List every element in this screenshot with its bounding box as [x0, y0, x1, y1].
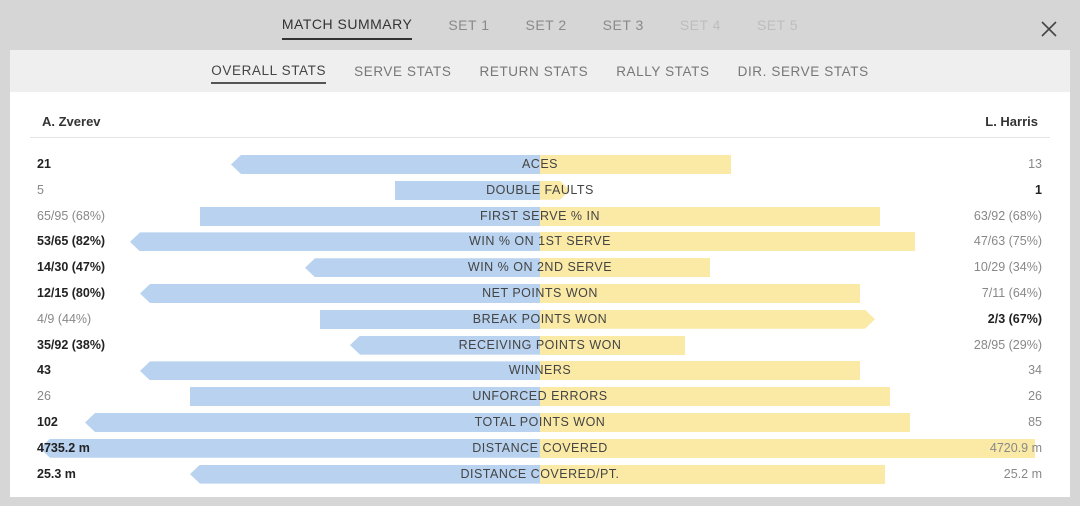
- tab-set-5[interactable]: SET 5: [756, 17, 799, 33]
- player-left-name: A. Zverev: [42, 114, 101, 129]
- tab-rally-stats[interactable]: RALLY STATS: [616, 63, 710, 79]
- stat-label: WIN % ON 2ND SERVE: [467, 260, 613, 275]
- right-value: 85: [1028, 414, 1042, 429]
- right-bar: [540, 283, 860, 303]
- right-value: 26: [1028, 389, 1042, 404]
- stat-row: FIRST SERVE % IN 65/95 (68%) 63/92 (68%): [10, 204, 1070, 230]
- stat-label: RECEIVING POINTS WON: [458, 337, 622, 352]
- stat-row: RECEIVING POINTS WON 35/92 (38%) 28/95 (29…: [10, 333, 1070, 359]
- stat-label: ACES: [521, 157, 559, 171]
- left-bar: [231, 155, 540, 174]
- stat-label: DISTANCE COVERED: [472, 440, 608, 455]
- left-value: 5: [37, 182, 44, 197]
- right-bar: [540, 361, 860, 381]
- stat-row: UNFORCED ERRORS 26 26: [10, 384, 1070, 410]
- match-tabs: MATCH SUMMARY SET 1 SET 2 SET 3 SET 4 SE…: [0, 0, 1080, 50]
- stat-label: TOTAL POINTS WON: [474, 414, 606, 429]
- left-bar: [190, 387, 540, 407]
- close-icon[interactable]: [1038, 18, 1060, 40]
- stats-list: ACES 21 13 DOUBLE FAULTS 5 1 FIRST SERVE % IN 6…: [10, 152, 1070, 487]
- left-value: 43: [37, 363, 51, 378]
- players-header: A. Zverev L. Harris: [30, 106, 1050, 138]
- right-bar: [540, 387, 890, 407]
- stat-label: WINNERS: [508, 363, 572, 378]
- left-bar: [130, 232, 540, 252]
- tab-serve-stats[interactable]: SERVE STATS: [354, 63, 452, 79]
- left-value: 26: [37, 389, 51, 404]
- left-value: 65/95 (68%): [37, 208, 106, 223]
- right-value: 7/11 (64%): [981, 285, 1042, 300]
- right-value: 25.2 m: [1003, 466, 1042, 481]
- stat-row: DISTANCE COVERED 4735.2 m 4720.9 m: [10, 436, 1070, 462]
- tab-dir-serve-stats[interactable]: DIR. SERVE STATS: [737, 63, 869, 79]
- stat-row: WINNERS 43 34: [10, 358, 1070, 384]
- left-value: 102: [37, 414, 58, 429]
- tab-set-3[interactable]: SET 3: [602, 17, 644, 33]
- left-bar: [40, 438, 540, 458]
- left-bar: [190, 464, 540, 484]
- right-value: 34: [1028, 363, 1042, 378]
- right-bar: [540, 438, 1035, 458]
- tab-set-2[interactable]: SET 2: [525, 17, 567, 33]
- player-right-name: L. Harris: [985, 114, 1038, 129]
- right-bar: [540, 464, 885, 484]
- stat-row: DISTANCE COVERED/PT. 25.3 m 25.2 m: [10, 462, 1070, 488]
- left-value: 4/9 (44%): [37, 311, 92, 326]
- left-value: 12/15 (80%): [37, 285, 106, 300]
- left-value: 14/30 (47%): [37, 260, 106, 275]
- stat-label: DISTANCE COVERED/PT.: [460, 466, 620, 481]
- right-value: 4720.9 m: [989, 440, 1042, 455]
- stats-panel: OVERALL STATS SERVE STATS RETURN STATS R…: [10, 50, 1070, 497]
- stat-row: WIN % ON 2ND SERVE 14/30 (47%) 10/29 (34%): [10, 255, 1070, 281]
- stat-row: NET POINTS WON 12/15 (80%) 7/11 (64%): [10, 281, 1070, 307]
- left-bar: [140, 361, 540, 381]
- left-value: 25.3 m: [37, 466, 76, 481]
- tab-set-1[interactable]: SET 1: [448, 17, 490, 33]
- stat-row: ACES 21 13: [10, 152, 1070, 178]
- left-bar: [140, 283, 540, 303]
- stat-label: UNFORCED ERRORS: [472, 389, 608, 404]
- right-bar: [540, 155, 731, 174]
- left-bar: [320, 309, 540, 329]
- right-value: 10/29 (34%): [973, 260, 1042, 275]
- right-bar: [540, 335, 685, 355]
- right-value: 63/92 (68%): [973, 208, 1042, 223]
- stat-row: DOUBLE FAULTS 5 1: [10, 178, 1070, 204]
- right-bar: [540, 258, 710, 278]
- right-bar: [540, 310, 875, 329]
- stat-label: DOUBLE FAULTS: [486, 182, 594, 197]
- stat-row: BREAK POINTS WON 4/9 (44%) 2/3 (67%): [10, 307, 1070, 333]
- stats-tabs: OVERALL STATS SERVE STATS RETURN STATS R…: [10, 50, 1070, 92]
- right-bar: [540, 232, 915, 252]
- right-value: 13: [1028, 157, 1042, 171]
- left-bar: [200, 206, 540, 226]
- left-bar: [350, 335, 540, 355]
- stat-label: NET POINTS WON: [482, 285, 598, 300]
- left-bar: [395, 180, 540, 200]
- left-bar: [305, 258, 540, 278]
- stat-row: WIN % ON 1ST SERVE 53/65 (82%) 47/63 (75%): [10, 229, 1070, 255]
- stat-label: BREAK POINTS WON: [472, 311, 608, 326]
- right-value: 28/95 (29%): [973, 337, 1042, 352]
- right-bar: [540, 412, 910, 432]
- left-bar: [85, 412, 540, 432]
- stat-label: FIRST SERVE % IN: [479, 208, 601, 223]
- right-bar: [540, 206, 880, 226]
- stat-label: WIN % ON 1ST SERVE: [469, 234, 611, 249]
- left-value: 21: [37, 157, 51, 171]
- left-value: 35/92 (38%): [37, 337, 106, 352]
- right-value: 1: [1035, 182, 1042, 197]
- right-value: 47/63 (75%): [973, 234, 1042, 249]
- tab-overall-stats[interactable]: OVERALL STATS: [211, 59, 327, 84]
- right-bar: [540, 181, 570, 200]
- tab-set-4[interactable]: SET 4: [679, 17, 721, 33]
- left-value: 53/65 (82%): [37, 234, 106, 249]
- tab-match-summary[interactable]: MATCH SUMMARY: [281, 10, 413, 40]
- tab-return-stats[interactable]: RETURN STATS: [479, 63, 589, 79]
- stat-row: TOTAL POINTS WON 102 85: [10, 410, 1070, 436]
- right-value: 2/3 (67%): [987, 311, 1042, 326]
- left-value: 4735.2 m: [37, 440, 90, 455]
